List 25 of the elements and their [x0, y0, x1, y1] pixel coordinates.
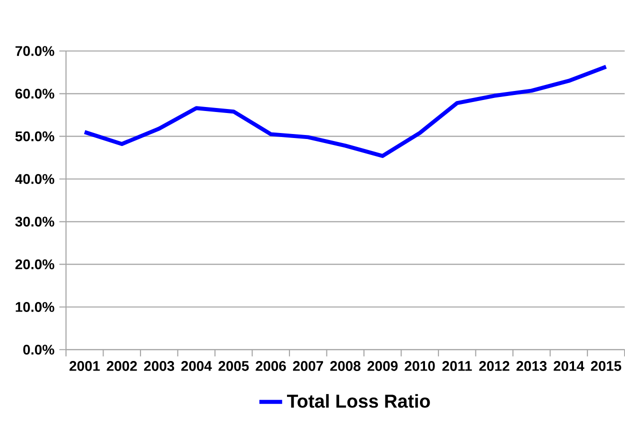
x-tick-label: 2002 — [106, 361, 137, 371]
x-tick-label: 2009 — [367, 361, 398, 371]
x-tick-label: 2015 — [590, 361, 622, 371]
y-tick-label: 20.0% — [15, 259, 54, 270]
x-tick-label: 2011 — [442, 361, 472, 371]
x-tick-label: 2008 — [330, 361, 360, 371]
x-tick-label: 2010 — [404, 361, 435, 371]
y-tick-label: 50.0% — [15, 131, 54, 142]
x-tick-label: 2005 — [218, 361, 249, 371]
y-tick-label: 0.0% — [23, 344, 54, 355]
x-tick-label: 2003 — [144, 361, 174, 371]
y-tick-label: 10.0% — [16, 302, 54, 312]
x-tick-label: 2004 — [181, 361, 212, 371]
y-tick-label: 70.0% — [16, 46, 54, 56]
line-series — [82, 64, 608, 158]
x-tick-label: 2006 — [256, 361, 286, 371]
legend-label: Total Loss Ratio — [287, 394, 430, 408]
y-tick-label: 40.0% — [15, 174, 54, 184]
y-tick-label: 30.0% — [15, 216, 54, 227]
x-tick-label: 2012 — [479, 361, 510, 371]
x-tick-label: 2007 — [293, 361, 324, 371]
y-tick-label: 60.0% — [15, 88, 54, 99]
x-tick-label: 2001 — [70, 361, 100, 371]
x-tick-label: 2013 — [516, 361, 547, 371]
x-tick-label: 2014 — [554, 361, 584, 371]
